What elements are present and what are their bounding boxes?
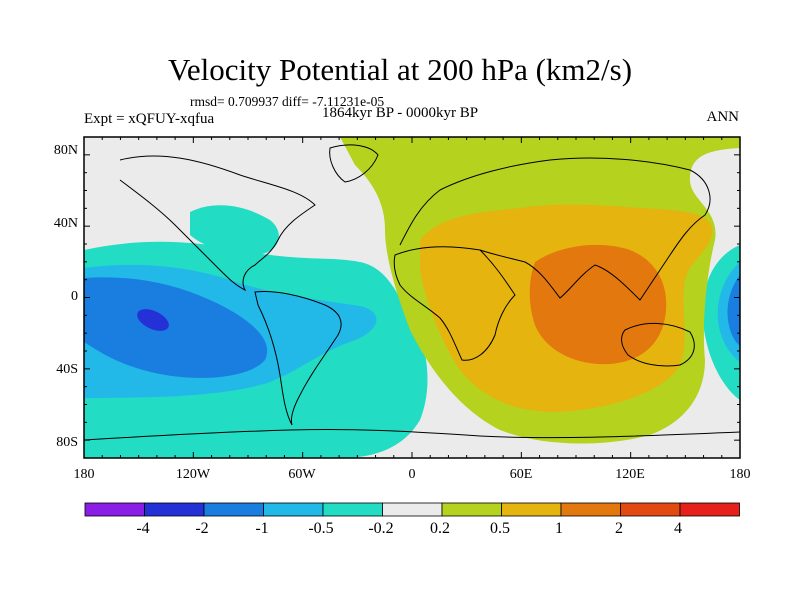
colorbar-box [263, 502, 324, 517]
contour-field [84, 137, 740, 458]
contour-negative-north [190, 205, 279, 255]
colorbar-label: -2 [195, 520, 209, 537]
lon-label: 0 [408, 467, 416, 482]
colorbar-box [144, 502, 205, 517]
lon-label: 180 [73, 467, 95, 482]
colorbar [84, 502, 740, 517]
colorbar-box [560, 502, 621, 517]
colorbar-label: -1 [255, 520, 269, 537]
colorbar-box [382, 502, 443, 517]
coastline-eurasia [399, 157, 711, 301]
colorbar-label: 0.2 [430, 520, 450, 537]
contour-negative-high [84, 277, 268, 378]
coastline-greenland [329, 144, 379, 183]
colorbar-label: 0.5 [490, 520, 510, 537]
lat-label: 40N [53, 216, 78, 231]
axis-ticks [83, 136, 741, 459]
experiment-label: Expt = xQFUY-xqfua [84, 111, 215, 127]
lat-label: 80S [56, 435, 78, 450]
colorbar-label: 4 [674, 520, 682, 537]
colorbar-label: 1 [555, 520, 563, 537]
lon-label: 60W [288, 467, 316, 482]
lon-label: 120E [615, 467, 645, 482]
lon-label: 120W [175, 467, 211, 482]
lat-label: 40S [56, 362, 78, 377]
coastline-south-america [254, 291, 342, 426]
colorbar-box [620, 502, 681, 517]
lon-label: 60E [509, 467, 533, 482]
coastline-north-america [119, 155, 316, 292]
colorbar-label: 2 [615, 520, 623, 537]
stats-text: rmsd= 0.709937 diff= -7.11231e-05 [190, 94, 385, 109]
colorbar-box [441, 502, 502, 517]
colorbar-label: -0.5 [308, 520, 334, 537]
lat-label: 80N [53, 143, 78, 158]
season-label: ANN [706, 109, 740, 125]
colorbar-box [322, 502, 383, 517]
contour-positive-high [529, 244, 667, 365]
coastline-australia [621, 322, 695, 367]
lon-label: 180 [729, 467, 751, 482]
period-label: 1864kyr BP - 0000kyr BP [322, 105, 479, 121]
coastlines [84, 144, 740, 441]
colorbar-label: -4 [136, 520, 150, 537]
coastline-antarctica [84, 428, 740, 441]
map-title: Velocity Potential at 200 hPa (km2/s) [167, 52, 633, 87]
contour-negative-core [137, 309, 169, 331]
colorbar-box [84, 502, 145, 517]
lat-label: 0 [71, 289, 78, 304]
colorbar-box [501, 502, 562, 517]
colorbar-box [679, 502, 740, 517]
colorbar-label: -0.2 [368, 520, 394, 537]
colorbar-box [203, 502, 264, 517]
contour-negative-east-high [727, 275, 740, 346]
